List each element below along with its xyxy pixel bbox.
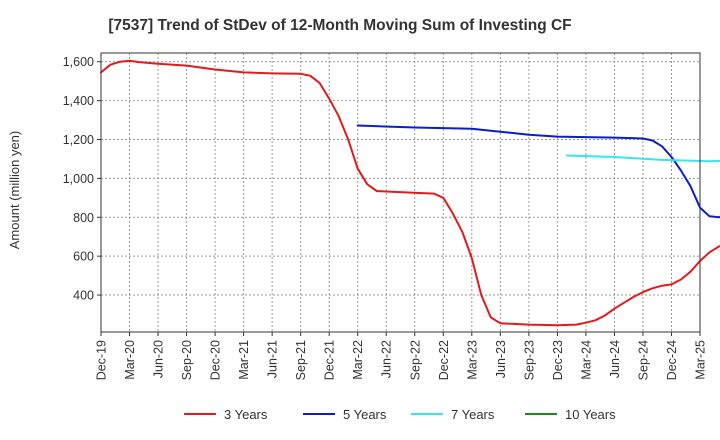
- y-tick-label: 1,400: [63, 94, 94, 108]
- series-line-7-years: [565, 154, 720, 163]
- y-tick-label: 800: [73, 211, 94, 225]
- x-tick-label: Jun-23: [494, 340, 508, 378]
- x-axis: Dec-19 Mar-20 Jun-20 Sep-20 Dec-20 Mar-21 Jun-…: [95, 332, 708, 380]
- x-tick-label: Jun-24: [608, 340, 622, 378]
- legend-label-10-years: 10 Years: [565, 407, 616, 422]
- chart-title: [7537] Trend of StDev of 12-Month Moving…: [108, 17, 571, 34]
- series-group: [100, 59, 720, 327]
- x-tick-label: Dec-21: [323, 340, 337, 380]
- series-line-3-years: [100, 59, 720, 327]
- x-tick-label: Jun-20: [152, 340, 166, 378]
- x-tick-label: Sep-20: [180, 340, 194, 380]
- x-tick-label: Mar-25: [694, 340, 708, 380]
- x-tick-label: Jun-22: [380, 340, 394, 378]
- y-tick-label: 1,000: [63, 172, 94, 186]
- x-tick-label: Jun-21: [266, 340, 280, 378]
- x-tick-label: Mar-22: [351, 340, 365, 380]
- legend: 3 Years 5 Years 7 Years 10 Years: [184, 407, 616, 422]
- x-tick-label: Dec-19: [95, 340, 109, 380]
- y-tick-label: 400: [73, 289, 94, 303]
- legend-label-3-years: 3 Years: [224, 407, 268, 422]
- x-tick-label: Mar-21: [237, 340, 251, 380]
- x-tick-label: Sep-23: [522, 340, 536, 380]
- legend-label-5-years: 5 Years: [343, 407, 387, 422]
- y-tick-label: 1,200: [63, 133, 94, 147]
- plot-frame: [100, 52, 701, 333]
- series-line-5-years: [356, 124, 720, 219]
- x-tick-label: Mar-23: [465, 340, 479, 380]
- x-tick-label: Mar-20: [123, 340, 137, 380]
- x-tick-label: Sep-21: [294, 340, 308, 380]
- y-axis: 400 600 800 1,000 1,200 1,400 1,600: [63, 55, 101, 303]
- x-tick-label: Sep-24: [636, 340, 650, 380]
- x-tick-label: Sep-22: [408, 340, 422, 380]
- y-tick-label: 1,600: [63, 55, 94, 69]
- x-tick-label: Mar-24: [579, 340, 593, 380]
- x-tick-label: Dec-20: [209, 340, 223, 380]
- grid: [100, 53, 701, 332]
- x-tick-label: Dec-23: [551, 340, 565, 380]
- x-tick-label: Dec-24: [665, 340, 679, 380]
- legend-label-7-years: 7 Years: [451, 407, 495, 422]
- y-tick-label: 600: [73, 250, 94, 264]
- x-tick-label: Dec-22: [437, 340, 451, 380]
- y-axis-label: Amount (million yen): [7, 131, 22, 250]
